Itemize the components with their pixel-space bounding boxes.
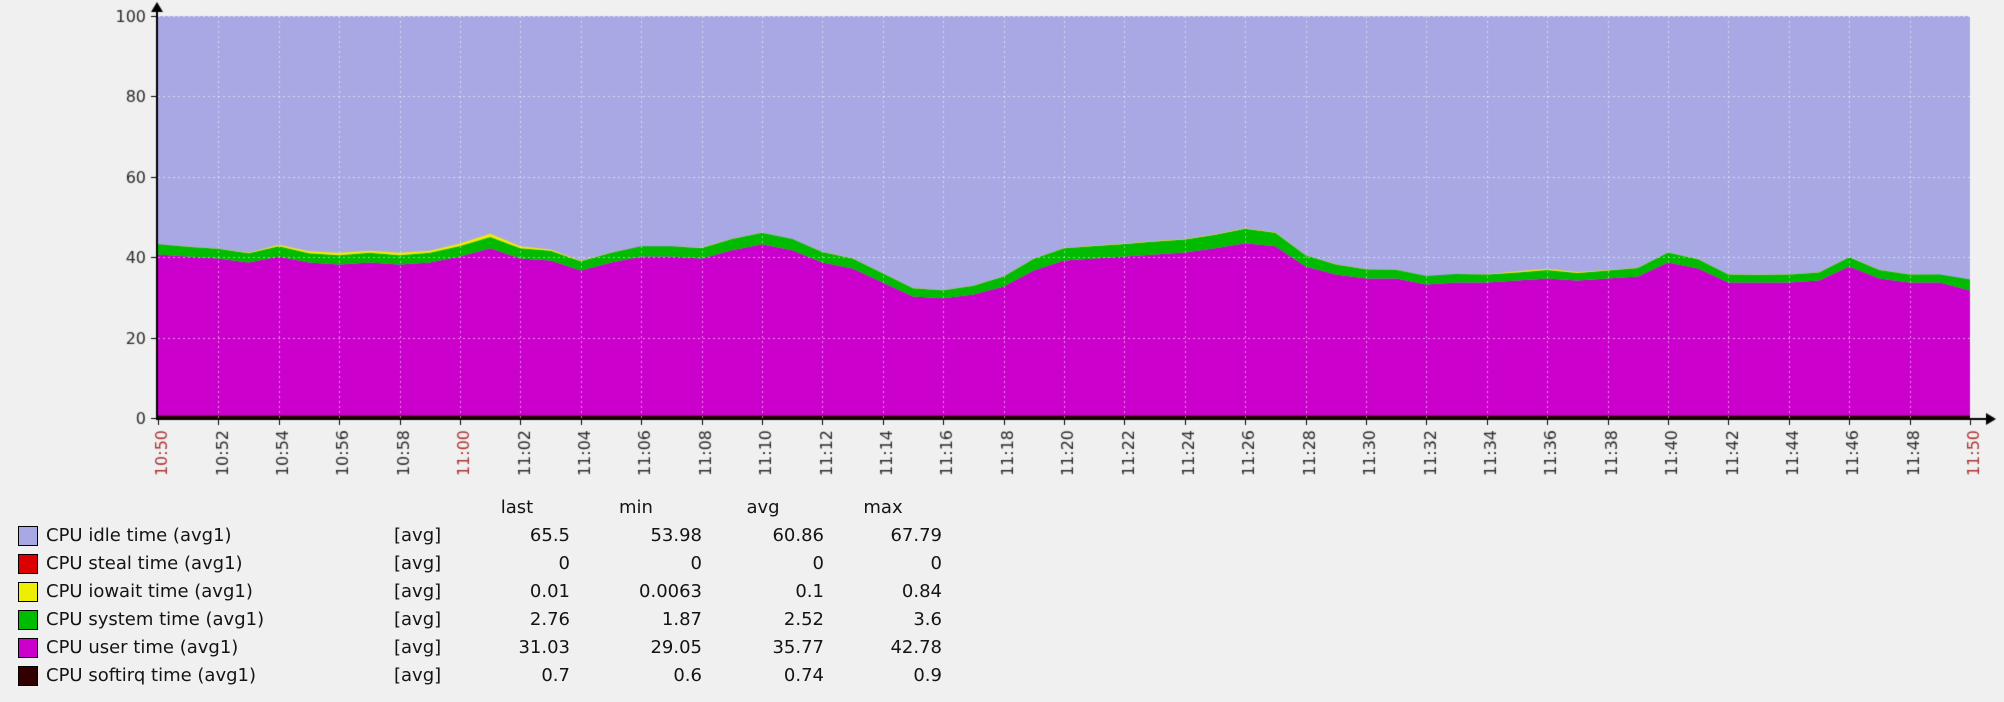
legend-label: CPU system time (avg1): [46, 609, 265, 630]
legend-label: CPU iowait time (avg1): [46, 581, 253, 602]
legend-avg: 0.74: [783, 665, 824, 686]
legend-min: 0.0063: [639, 581, 702, 602]
legend-row-idle: CPU idle time (avg1) [avg] 65.5 53.98 60…: [0, 522, 942, 550]
legend-last: 0.01: [529, 581, 570, 602]
legend-avg: 60.86: [772, 525, 824, 546]
legend-row-softirq: CPU softirq time (avg1) [avg] 0.7 0.6 0.…: [0, 662, 942, 690]
legend-min: 53.98: [650, 525, 702, 546]
legend-max: 42.78: [890, 637, 942, 658]
legend-header-min: min: [619, 497, 653, 518]
legend-label: CPU user time (avg1): [46, 637, 239, 658]
legend-max: 0.84: [901, 581, 942, 602]
legend-header-last: last: [500, 497, 534, 518]
legend-min: 29.05: [650, 637, 702, 658]
legend-last: 65.5: [529, 525, 570, 546]
legend-mode: [avg]: [394, 609, 442, 630]
legend-avg: 0.1: [795, 581, 824, 602]
legend-max: 67.79: [890, 525, 942, 546]
legend-last: 2.76: [529, 609, 570, 630]
legend-avg: 35.77: [772, 637, 824, 658]
legend-min: 0: [690, 553, 702, 574]
legend-last: 0.7: [541, 665, 570, 686]
legend-mode: [avg]: [394, 581, 442, 602]
legend-row-steal: CPU steal time (avg1) [avg] 0 0 0 0: [0, 550, 942, 578]
legend-header-max: max: [863, 497, 903, 518]
legend-min: 1.87: [661, 609, 702, 630]
legend-max: 0.9: [913, 665, 942, 686]
chart-legend: last min avg max CPU idle time (avg1) [a…: [0, 494, 942, 690]
softirq-color-swatch: [18, 666, 38, 686]
legend-min: 0.6: [673, 665, 702, 686]
legend-label: CPU steal time (avg1): [46, 553, 243, 574]
iowait-color-swatch: [18, 582, 38, 602]
legend-mode: [avg]: [394, 665, 442, 686]
legend-max: 0: [930, 553, 942, 574]
legend-max: 3.6: [913, 609, 942, 630]
legend-label: CPU idle time (avg1): [46, 525, 232, 546]
cpu-stacked-area-chart: [0, 0, 2004, 494]
user-color-swatch: [18, 638, 38, 658]
legend-last: 0: [558, 553, 570, 574]
legend-mode: [avg]: [394, 553, 442, 574]
legend-mode: [avg]: [394, 525, 442, 546]
legend-header-avg: avg: [746, 497, 780, 518]
steal-color-swatch: [18, 554, 38, 574]
legend-header-row: last min avg max: [0, 494, 942, 522]
legend-row-system: CPU system time (avg1) [avg] 2.76 1.87 2…: [0, 606, 942, 634]
legend-row-iowait: CPU iowait time (avg1) [avg] 0.01 0.0063…: [0, 578, 942, 606]
legend-avg: 2.52: [783, 609, 824, 630]
legend-last: 31.03: [518, 637, 570, 658]
legend-label: CPU softirq time (avg1): [46, 665, 257, 686]
legend-avg: 0: [812, 553, 824, 574]
legend-row-user: CPU user time (avg1) [avg] 31.03 29.05 3…: [0, 634, 942, 662]
idle-color-swatch: [18, 526, 38, 546]
legend-mode: [avg]: [394, 637, 442, 658]
system-color-swatch: [18, 610, 38, 630]
